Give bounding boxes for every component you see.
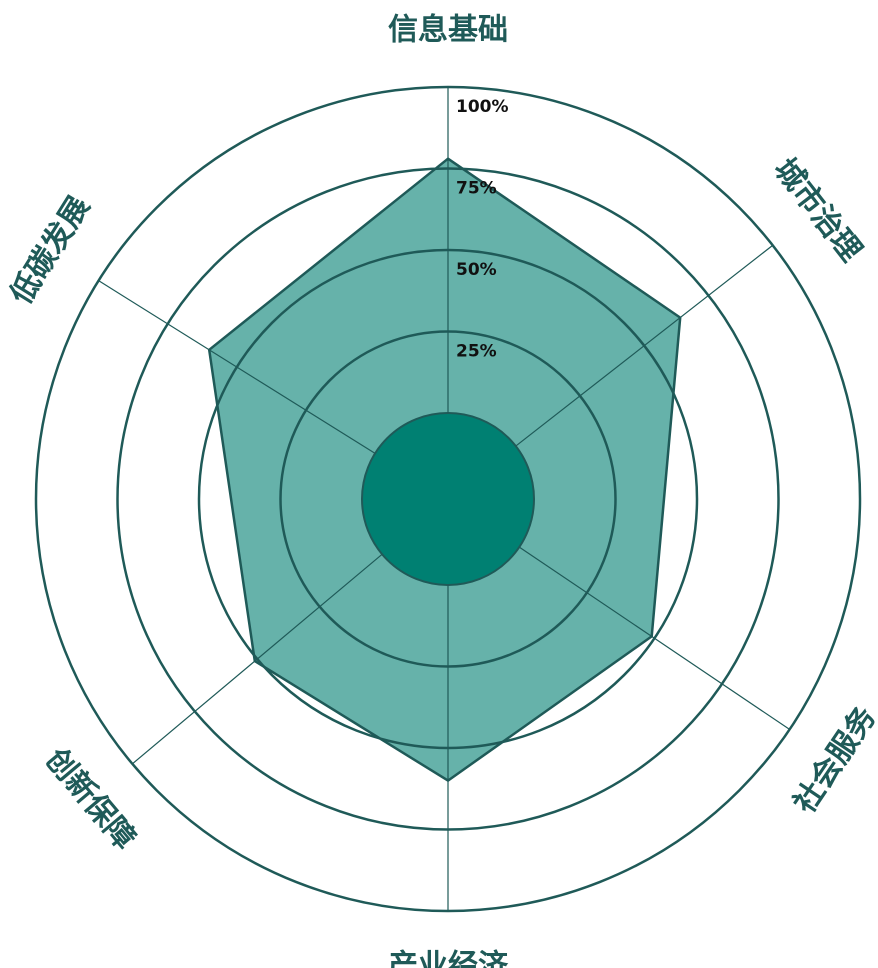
category-label: 社会服务 [787, 701, 878, 820]
grid-ring [116, 167, 780, 831]
category-label: 低碳发展 [3, 190, 97, 311]
grid-ring [279, 330, 617, 668]
r-tick-label: 75% [456, 179, 497, 199]
category-label: 信息基础 [388, 13, 508, 48]
r-tick-label: 25% [456, 342, 497, 362]
grid-ring [197, 248, 699, 750]
r-tick-label: 100% [456, 97, 509, 117]
hub [361, 412, 535, 586]
category-label: 城市治理 [767, 152, 868, 268]
category-label: 产业经济 [388, 949, 509, 968]
r-tick-label: 50% [456, 260, 497, 280]
grid-ring [34, 85, 862, 913]
